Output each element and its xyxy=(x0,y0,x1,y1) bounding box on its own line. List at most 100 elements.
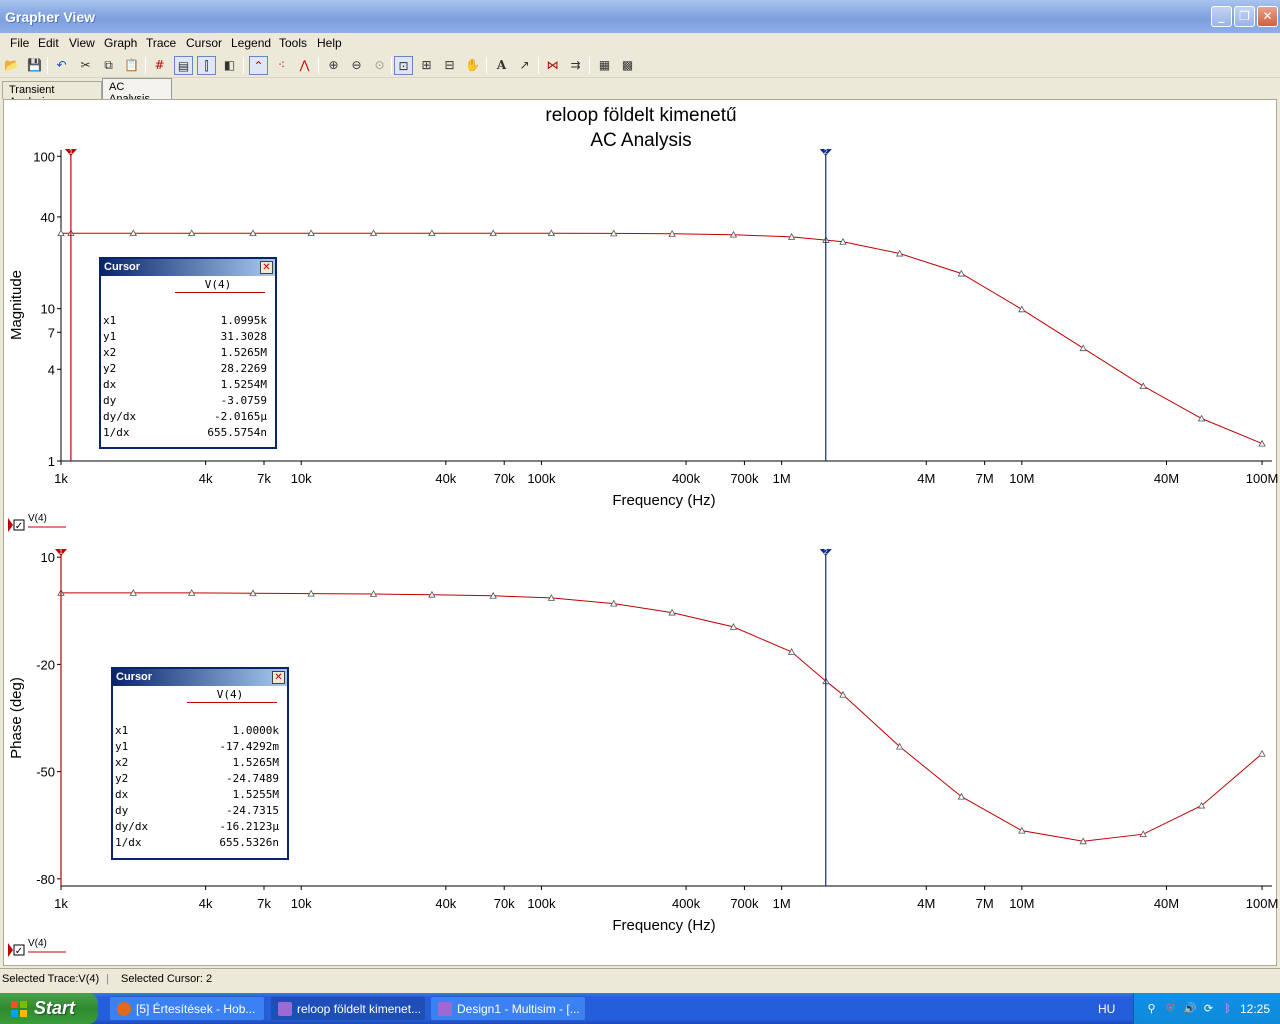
maximize-button[interactable]: ❐ xyxy=(1234,6,1255,27)
tab-transient-analysis[interactable]: Transient Analysis xyxy=(2,81,102,108)
data-point-marker xyxy=(895,742,904,750)
data-point-marker xyxy=(1079,344,1087,352)
menu-tools[interactable]: Tools xyxy=(279,36,308,50)
x-tick-label: 400k xyxy=(672,896,701,911)
close-icon[interactable]: ✕ xyxy=(272,671,285,684)
plot-canvas[interactable]: reloop földelt kimenetű AC Analysis 1k 4k 7k… xyxy=(4,100,1278,967)
zoom-out-icon[interactable]: ⊖ xyxy=(351,58,362,72)
y-tick-label: -80 xyxy=(36,872,55,887)
cursor-row-1dx: 1/dx 655.5754n xyxy=(103,425,267,441)
data-point-marker xyxy=(489,229,497,237)
cursor-box-magnitude[interactable]: Cursor ✕ V(4) x1 1.0995k y1 31.3028 x2 1.5265… xyxy=(99,257,277,449)
cursor-row-value: 655.5326n xyxy=(219,836,279,849)
cursor-box-phase[interactable]: Cursor ✕ V(4) x1 1.0000k y1 -17.4292m x2 1.52… xyxy=(111,667,289,860)
bluetooth-icon[interactable]: ᛒ xyxy=(1224,1002,1231,1015)
x-tick-label: 700k xyxy=(730,471,759,486)
grid-icon[interactable]: # xyxy=(154,58,165,72)
cursor-box-title[interactable]: Cursor ✕ xyxy=(101,259,275,276)
cursor-row-dx: dx 1.5255M xyxy=(115,787,279,803)
legend-selected-marker xyxy=(8,943,13,957)
cursor-1-label: 1 xyxy=(59,549,63,556)
export-icon[interactable]: ⇉ xyxy=(570,58,581,72)
zoom-x-icon[interactable]: ⊞ xyxy=(421,58,432,72)
zoom-100-icon[interactable]: ⊙ xyxy=(374,58,385,72)
trace-properties-icon[interactable]: ⋈ xyxy=(546,58,559,72)
page-setup-icon[interactable]: ▩ xyxy=(621,58,634,72)
menu-trace[interactable]: Trace xyxy=(146,36,177,50)
label-icon[interactable]: ↗ xyxy=(519,58,530,72)
cursor-box-rows: x1 1.0995k y1 31.3028 x2 1.5265M y2 28.2269 dx 1.… xyxy=(101,293,275,441)
cursor-row-value: 1.0995k xyxy=(220,314,267,327)
y-tick-label: 10 xyxy=(41,302,55,317)
tab-ac-analysis[interactable]: AC Analysis xyxy=(102,78,172,105)
data-point-marker xyxy=(668,229,676,237)
print-preview-icon[interactable]: ▦ xyxy=(598,58,611,72)
data-point-marker xyxy=(129,589,137,596)
cursor-row-dydx: dy/dx -16.2123µ xyxy=(115,819,279,835)
minimize-button[interactable]: _ xyxy=(1211,6,1232,27)
cursor-box-title[interactable]: Cursor ✕ xyxy=(113,669,287,686)
overlay-icon[interactable]: ◧ xyxy=(223,58,236,72)
start-button[interactable]: Start xyxy=(0,993,98,1024)
cursor-row-label: y2 xyxy=(103,362,117,375)
x-tick-label: 4k xyxy=(199,896,213,911)
data-point-marker xyxy=(957,269,966,277)
cursor-row-dydx: dy/dx -2.0165µ xyxy=(103,409,267,425)
cursor-row-y1: y1 -17.4292m xyxy=(115,739,279,755)
line-graph-icon[interactable]: ⌃ xyxy=(249,56,268,75)
task-firefox[interactable]: [5] Értesítések - Hob... xyxy=(109,996,265,1021)
cursor-row-x2: x2 1.5265M xyxy=(103,345,267,361)
cursor-row-label: dy xyxy=(115,804,129,817)
cursor-row-value: 1.5265M xyxy=(220,346,267,359)
zoom-in-icon[interactable]: ⊕ xyxy=(328,58,339,72)
y-tick-label: 4 xyxy=(48,362,55,377)
network-icon[interactable]: ⚲ xyxy=(1147,1002,1156,1015)
line-point-graph-icon[interactable]: ⋀ xyxy=(299,58,310,72)
menu-legend[interactable]: Legend xyxy=(231,36,272,50)
data-point-marker xyxy=(668,608,676,616)
data-point-marker xyxy=(839,690,847,698)
save-icon[interactable]: 💾 xyxy=(27,58,42,72)
paste-icon[interactable]: 📋 xyxy=(124,58,139,72)
cursor-row-label: y1 xyxy=(115,740,129,753)
legend-toggle-icon[interactable]: ▤ xyxy=(174,56,193,75)
menu-edit[interactable]: Edit xyxy=(38,36,59,50)
menu-help[interactable]: Help xyxy=(317,36,342,50)
open-icon[interactable]: 📂 xyxy=(4,58,19,72)
system-tray: ⚲ ⛨ 🔊 ⟳ ᛒ 12:25 xyxy=(1133,993,1280,1024)
cursor-toggle-icon[interactable]: ⫿ xyxy=(197,56,216,75)
cursor-2-handle xyxy=(819,549,832,556)
text-icon[interactable]: A xyxy=(496,58,507,72)
language-indicator[interactable]: HU xyxy=(1098,1002,1116,1016)
x-tick-label: 40M xyxy=(1154,896,1179,911)
volume-icon[interactable]: 🔊 xyxy=(1183,1002,1197,1015)
cursor-row-y1: y1 31.3028 xyxy=(103,329,267,345)
close-icon[interactable]: ✕ xyxy=(260,261,273,274)
cursor-row-label: dx xyxy=(115,788,129,801)
x-tick-label: 400k xyxy=(672,471,701,486)
point-graph-icon[interactable]: ⁖ xyxy=(277,58,286,72)
cursor-row-value: -2.0165µ xyxy=(214,410,267,423)
menu-graph[interactable]: Graph xyxy=(104,36,138,50)
x-tick-label: 100M xyxy=(1246,896,1278,911)
data-point-marker xyxy=(729,623,738,630)
close-button[interactable]: ✕ xyxy=(1257,6,1278,27)
cursor-row-value: 655.5754n xyxy=(207,426,267,439)
copy-icon[interactable]: ⧉ xyxy=(104,58,113,72)
cut-icon[interactable]: ✂ xyxy=(80,58,91,72)
update-icon[interactable]: ⟳ xyxy=(1203,1002,1214,1015)
cursor-row-value: -24.7489 xyxy=(226,772,279,785)
zoom-area-icon[interactable]: ⊡ xyxy=(394,56,413,75)
y-axis-label: Phase (deg) xyxy=(8,677,25,759)
menu-view[interactable]: View xyxy=(69,36,95,50)
task-multisim[interactable]: Design1 - Multisim - [... xyxy=(430,996,586,1021)
security-shield-icon[interactable]: ⛨ xyxy=(1166,1002,1175,1015)
data-point-marker xyxy=(1197,801,1206,809)
checkmark-icon: ✓ xyxy=(15,521,23,532)
zoom-y-icon[interactable]: ⊟ xyxy=(444,58,455,72)
task-grapher[interactable]: reloop földelt kimenet... xyxy=(270,996,426,1021)
pan-icon[interactable]: ✋ xyxy=(465,58,480,72)
menu-cursor[interactable]: Cursor xyxy=(186,36,223,50)
menu-file[interactable]: File xyxy=(10,36,30,50)
undo-icon[interactable]: ↶ xyxy=(56,58,67,72)
